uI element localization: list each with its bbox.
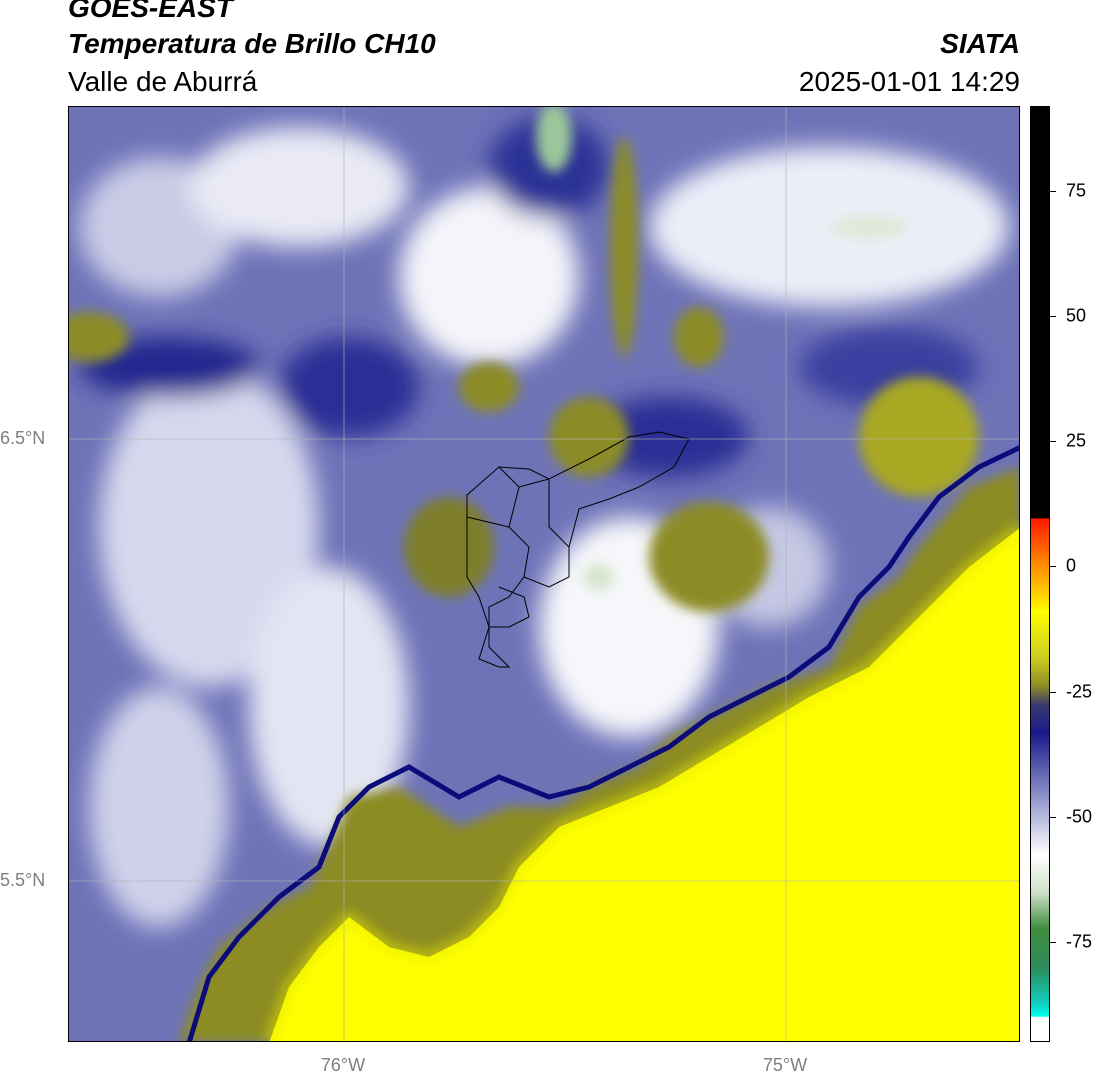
colorbar-tick-label: -50: [1066, 806, 1093, 827]
municipality-boundaries: [466, 431, 690, 668]
colorbar-tick-label: -25: [1066, 681, 1093, 702]
colorbar: [1030, 106, 1050, 1042]
colorbar-tick-mark: [1050, 191, 1056, 193]
agency-label: SIATA: [940, 28, 1020, 59]
cold-cloud-contour: [186, 445, 1019, 1041]
green-patches: [536, 107, 909, 591]
product-title: Temperatura de Brillo CH10: [68, 28, 436, 59]
colorbar-tick-label: 25: [1066, 430, 1087, 451]
colorbar-tick-label: 0: [1066, 555, 1077, 576]
cloud-texture: [79, 117, 1009, 927]
lat-label-6-5: 6.5°N: [0, 428, 46, 448]
colorbar-tick-label: -75: [1066, 931, 1093, 952]
colorbar-tick-label: 75: [1066, 180, 1087, 201]
olive-regions: [69, 137, 979, 612]
colorbar-tick-mark: [1050, 691, 1056, 693]
brightness-temperature-map: [68, 106, 1020, 1042]
lon-label-76w: 76°W: [320, 1055, 366, 1075]
satellite-title: GOES-EAST: [68, 0, 233, 23]
datetime-label: 2025-01-01 14:29: [798, 66, 1020, 97]
region-subtitle: Valle de Aburrá: [68, 66, 258, 97]
warm-region: [269, 528, 1019, 1041]
graticule: [69, 107, 1019, 1041]
colorbar-tick-label: 50: [1066, 305, 1087, 326]
lat-label-5-5: 5.5°N: [0, 870, 46, 890]
colorbar-tick-mark: [1050, 441, 1056, 443]
lon-label-75w: 75°W: [762, 1055, 808, 1075]
colorbar-tick-mark: [1050, 816, 1056, 818]
colorbar-tick-mark: [1050, 566, 1056, 568]
colorbar-tick-mark: [1050, 316, 1056, 318]
colorbar-tick-mark: [1050, 941, 1056, 943]
